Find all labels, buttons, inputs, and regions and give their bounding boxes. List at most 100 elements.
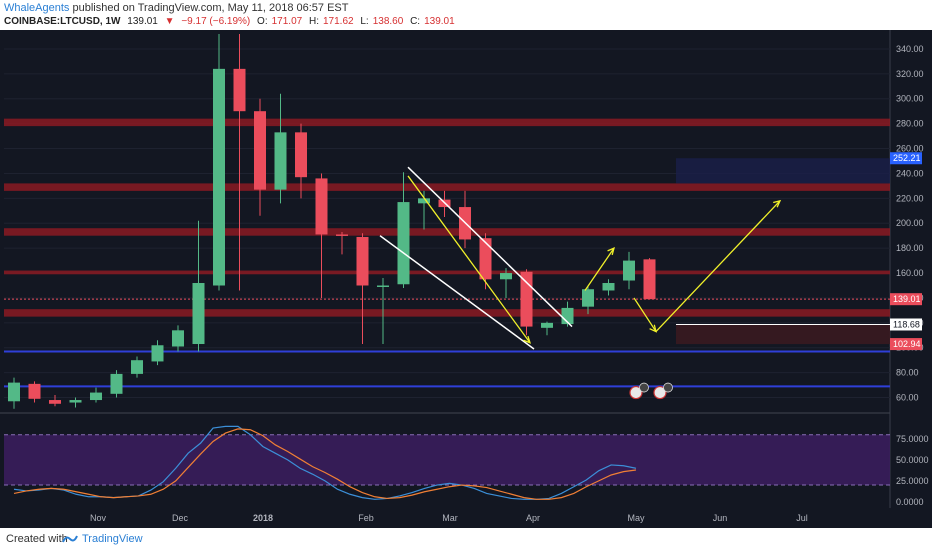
chart-header: WhaleAgents published on TradingView.com… [0, 0, 932, 30]
candle-body [295, 132, 307, 178]
candle-body [643, 259, 656, 300]
candle-body [8, 382, 20, 402]
stoch-tick-label: 0.0000 [896, 497, 924, 507]
resistance-zone [4, 309, 890, 317]
resistance-zone [4, 183, 890, 191]
open-value: 171.07 [271, 16, 303, 27]
chart-footer: Created with TradingView [0, 528, 932, 550]
candle-body [479, 238, 492, 280]
event-count-icon [663, 382, 673, 393]
candle-body [49, 400, 61, 404]
open-label: O: [257, 16, 268, 27]
candle-body [192, 283, 205, 345]
event-count-icon [639, 382, 649, 393]
stoch-d-line [13, 428, 637, 500]
candle-body [356, 236, 369, 286]
target-arrow-head-icon [773, 199, 782, 208]
candle-body [274, 132, 287, 190]
candle-body [623, 260, 635, 281]
candle-body [602, 283, 615, 291]
candle-body [418, 198, 430, 204]
price-label: 252.21 [893, 153, 921, 163]
candle-body [541, 322, 553, 328]
candle-body [90, 392, 102, 401]
x-tick-label: Jun [713, 513, 728, 523]
resistance-zone [4, 270, 890, 275]
candle-body [110, 373, 123, 394]
candle-body [397, 202, 410, 285]
candle-body [520, 271, 533, 327]
stoch-tick-label: 25.0000 [896, 476, 929, 486]
y-tick-label: 200.00 [896, 218, 924, 228]
price-label: 102.94 [893, 339, 921, 349]
event-flag-icon [653, 385, 667, 400]
y-tick-label: 280.00 [896, 119, 924, 129]
stoch-band [4, 434, 890, 486]
candle-body [315, 178, 328, 235]
low-label: L: [360, 16, 369, 27]
candle-body [28, 383, 41, 399]
low-value: 138.60 [372, 16, 404, 27]
y-tick-label: 80.00 [896, 368, 919, 378]
projection-zone [676, 324, 890, 345]
candle-body [336, 234, 348, 236]
price-label: 139.01 [893, 294, 921, 304]
candle-body [172, 330, 184, 347]
candle-body [500, 273, 512, 280]
rise-arrow [584, 247, 615, 291]
candle-body [69, 400, 82, 403]
x-tick-label: Mar [442, 513, 458, 523]
price-label: 118.68 [893, 319, 920, 329]
y-tick-label: 180.00 [896, 243, 924, 253]
y-tick-label: 160.00 [896, 268, 924, 278]
symbol-line: COINBASE:LTCUSD, 1W 139.01 ▼ −9.17 (−6.1… [4, 16, 459, 27]
x-tick-label: Dec [172, 513, 189, 523]
stoch-tick-label: 50.0000 [896, 455, 929, 465]
high-value: 171.62 [322, 16, 354, 27]
candle-body [233, 68, 246, 112]
decline-arrow-head-icon [523, 335, 532, 344]
published-text: published on TradingView.com, May 11, 20… [72, 2, 349, 14]
close-label: C: [410, 16, 421, 27]
created-with-text: Created with [6, 533, 68, 545]
y-tick-label: 220.00 [896, 193, 924, 203]
candle-body [377, 285, 389, 287]
projection-zone-upper [676, 158, 890, 184]
x-tick-label: May [627, 513, 645, 523]
publish-line: WhaleAgents published on TradingView.com… [4, 2, 349, 14]
candle-body [151, 345, 164, 362]
author-link[interactable]: WhaleAgents [4, 2, 70, 14]
candle-body [582, 289, 594, 307]
drop-arrow [633, 297, 657, 332]
down-triangle-icon: ▼ [164, 16, 175, 27]
y-tick-label: 320.00 [896, 69, 924, 79]
channel-line [407, 166, 573, 328]
candle-body [213, 68, 225, 286]
price-label-box [890, 318, 922, 331]
resistance-zone [4, 118, 890, 127]
x-tick-label: Jul [796, 513, 808, 523]
price-label-box [890, 152, 922, 165]
last-price: 139.01 [127, 16, 158, 27]
y-tick-label: 60.00 [896, 393, 919, 403]
price-label-box [890, 338, 922, 351]
price-change: −9.17 (−6.19%) [181, 16, 251, 27]
resistance-zone [4, 228, 890, 236]
rise-arrow-head-icon [607, 247, 615, 256]
y-tick-label: 240.00 [896, 168, 924, 178]
y-tick-label: 340.00 [896, 44, 924, 54]
candle-body [254, 111, 266, 190]
event-flag-icon [629, 385, 643, 400]
price-label-box [890, 293, 922, 306]
high-label: H: [308, 16, 319, 27]
price-chart[interactable]: 340.00 320.00 300.00 280.00 260.00 240.00 220.… [0, 30, 932, 528]
channel-line [379, 235, 535, 350]
candle-body [131, 360, 143, 374]
stoch-tick-label: 75.0000 [896, 434, 929, 444]
x-tick-label: Apr [526, 513, 540, 523]
target-arrow [655, 200, 781, 333]
tradingview-brand-link[interactable]: TradingView [82, 533, 143, 545]
x-tick-label: Nov [90, 513, 107, 523]
symbol-name: COINBASE:LTCUSD, 1W [4, 16, 121, 27]
y-tick-label: 260.00 [896, 144, 924, 154]
